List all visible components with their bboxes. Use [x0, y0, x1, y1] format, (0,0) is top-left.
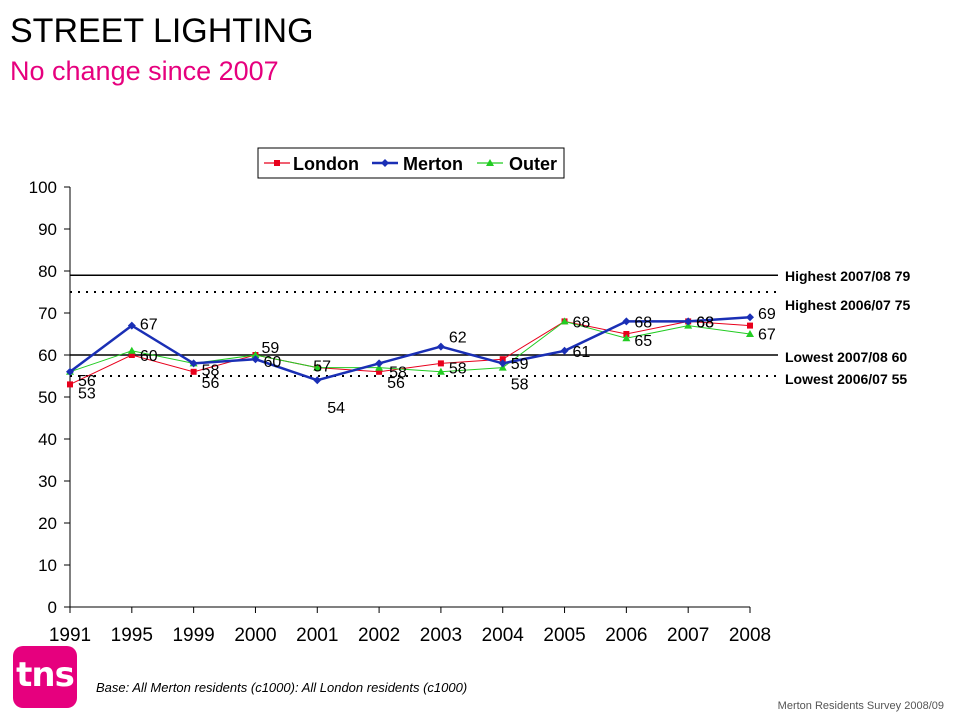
y-tick-label: 70 [38, 304, 57, 323]
outer-point [622, 334, 631, 342]
x-tick-label: 1995 [111, 625, 153, 646]
legend [257, 147, 565, 179]
outer-point [560, 317, 569, 325]
page-title: STREET LIGHTING [10, 12, 314, 50]
y-tick-label: 100 [29, 178, 57, 197]
london-data-label: 59 [511, 356, 529, 373]
outer-point [313, 363, 322, 371]
outer-legend-label: Outer [509, 154, 557, 174]
x-tick-label: 2008 [729, 625, 771, 646]
x-tick-label: 2001 [296, 625, 338, 646]
outer-point [436, 367, 445, 375]
merton-point [622, 317, 631, 326]
london-series-line [69, 320, 751, 385]
x-tick-label: 2007 [667, 625, 709, 646]
merton-point [313, 376, 322, 385]
merton-data-label: 68 [696, 314, 714, 331]
merton-point [560, 346, 569, 355]
outer-point [251, 351, 260, 358]
merton-point [684, 317, 693, 326]
base-note-rest: : All London residents (c1000) [294, 680, 468, 695]
london-data-label: 65 [634, 333, 652, 350]
merton-point [66, 367, 74, 376]
merton-data-label: 68 [634, 314, 652, 331]
page-subtitle: No change since 2007 [10, 56, 279, 86]
merton-point [251, 355, 260, 364]
merton-point [127, 321, 136, 330]
merton-data-label: 61 [573, 344, 591, 361]
merton-data-label: 58 [511, 376, 529, 393]
london-point [437, 360, 444, 367]
lowest-2007-08-label: Lowest 2007/08 60 [785, 349, 908, 365]
x-tick-label: 2003 [420, 625, 462, 646]
merton-data-label: 67 [140, 317, 158, 334]
merton-data-label: 62 [449, 330, 467, 347]
outer-legend-marker [486, 159, 494, 166]
tns-logo: tns [13, 646, 77, 708]
merton-series-line [69, 315, 751, 382]
y-tick-label: 80 [38, 262, 57, 281]
outer-point [127, 346, 136, 354]
y-tick-label: 40 [38, 430, 57, 449]
y-tick-label: 30 [38, 472, 57, 491]
merton-data-label: 58 [389, 364, 407, 381]
y-tick-label: 50 [38, 388, 57, 407]
london-data-label: 60 [140, 348, 158, 365]
london-data-label: 58 [449, 360, 467, 377]
x-tick-label: 2000 [234, 625, 276, 646]
london-point [67, 381, 73, 388]
tns-logo-text: tns [16, 655, 75, 695]
london-data-label: 67 [758, 327, 776, 344]
y-tick-label: 20 [38, 514, 57, 533]
base-note-bold: Base: All Merton residents (c1000) [96, 680, 295, 695]
merton-data-label: 54 [327, 400, 345, 417]
outer-point [746, 330, 754, 337]
london-data-label: 68 [573, 314, 591, 331]
merton-data-label: 56 [78, 373, 96, 390]
london-point [376, 368, 383, 375]
x-tick-label: 2002 [358, 625, 400, 646]
merton-data-label: 58 [202, 362, 220, 379]
london-data-label: 56 [387, 375, 405, 392]
x-tick-label: 2006 [605, 625, 647, 646]
merton-data-label: 59 [261, 340, 279, 357]
london-data-label: 56 [202, 375, 220, 392]
highest-2006-07-label: Highest 2006/07 75 [785, 297, 911, 313]
london-point [623, 331, 630, 337]
merton-point [498, 359, 507, 368]
highest-2007-08-label: Highest 2007/08 79 [785, 268, 911, 284]
merton-point [746, 313, 754, 322]
merton-legend-marker [381, 159, 389, 167]
london-point [190, 368, 197, 375]
x-tick-label: 1991 [49, 625, 91, 646]
y-tick-label: 0 [48, 598, 57, 617]
london-data-label: 60 [263, 354, 281, 371]
london-point [128, 352, 135, 358]
london-data-label: 53 [78, 385, 96, 402]
x-tick-label: 1999 [172, 625, 214, 646]
y-tick-label: 90 [38, 220, 57, 239]
y-tick-label: 60 [38, 346, 57, 365]
merton-point [436, 342, 445, 351]
london-point [499, 356, 506, 363]
merton-legend-label: Merton [403, 154, 463, 174]
london-data-label: 68 [696, 314, 714, 331]
merton-point [189, 359, 198, 368]
london-data-label: 57 [313, 359, 331, 376]
survey-footer: Merton Residents Survey 2008/09 [777, 700, 944, 712]
merton-data-label: 69 [758, 306, 776, 323]
y-tick-label: 10 [38, 556, 57, 575]
base-note: Base: All Merton residents (c1000): All … [96, 680, 467, 695]
london-legend-marker [274, 160, 280, 166]
x-tick-label: 2004 [482, 625, 525, 646]
lowest-2006-07-label: Lowest 2006/07 55 [785, 371, 908, 387]
merton-point [375, 359, 384, 368]
london-legend-label: London [293, 154, 359, 174]
london-point [747, 322, 753, 329]
x-tick-label: 2005 [543, 625, 585, 646]
outer-series-line [69, 320, 751, 373]
